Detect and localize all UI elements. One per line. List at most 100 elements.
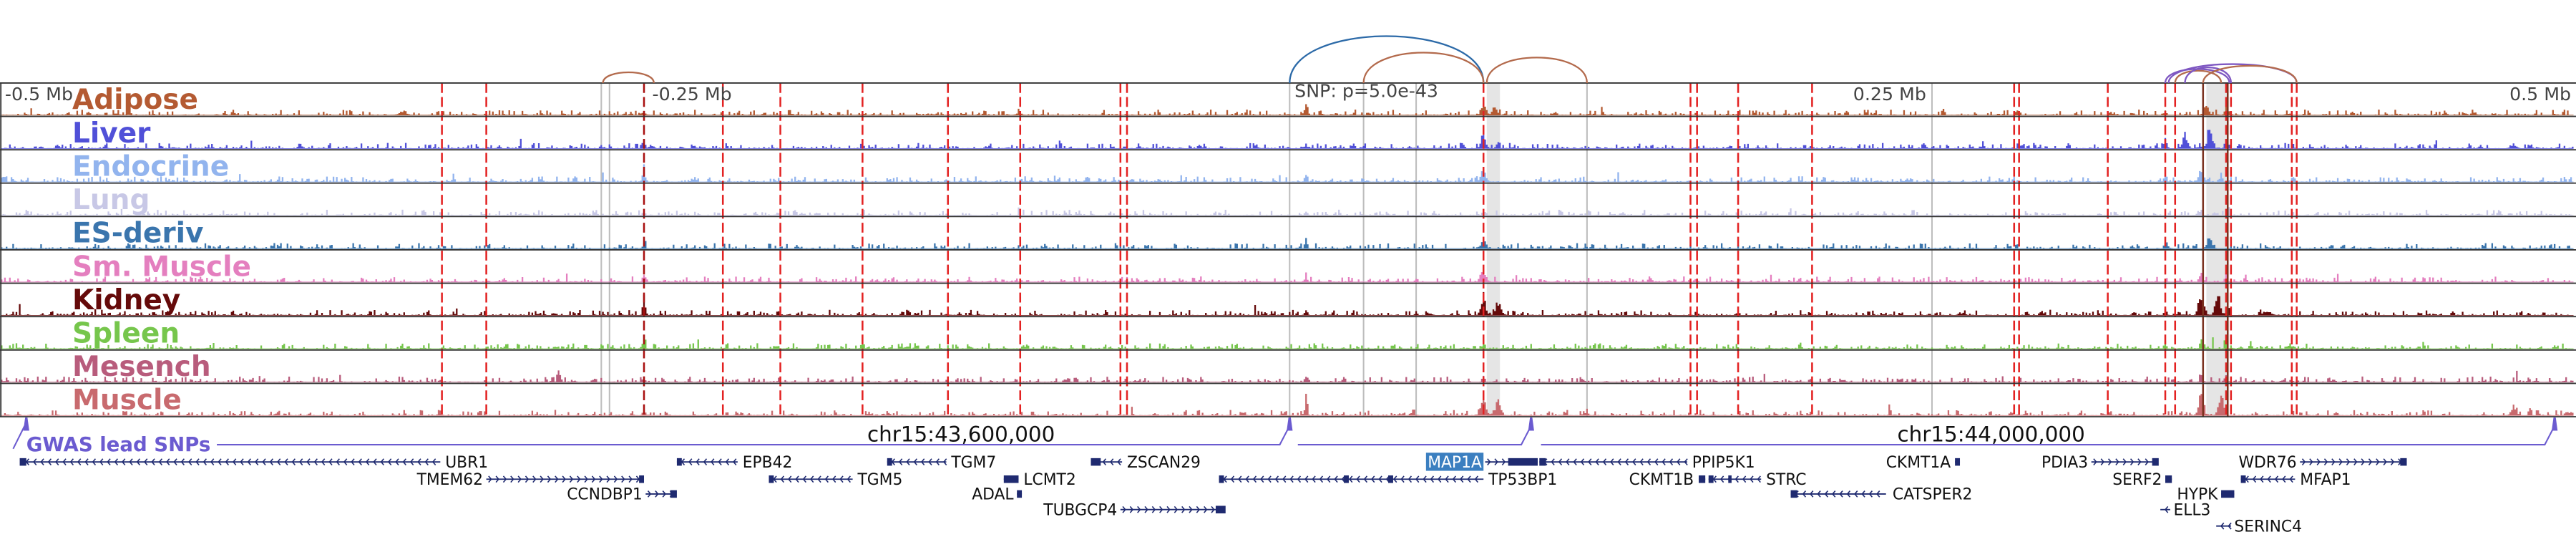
gene-serinc4: SERINC4 [2216,518,2302,536]
gene-tmem62: TMEM62 [416,471,645,489]
signal-sm-muscle [1,268,2574,283]
gene-ckmt1a: CKMT1A [1886,454,1961,472]
coordinate-labels: chr15:43,600,000 chr15:44,000,000 [867,422,2085,446]
interaction-arc [602,71,655,84]
gene-hypk: HYPK [2177,486,2235,504]
exon-box [1508,458,1538,466]
gene-pdia3: PDIA3 [2041,454,2159,472]
gene-label: TMEM62 [416,471,483,489]
track-label-spleen: Spleen [72,317,180,349]
gene-lcmt2: LCMT2 [1003,471,1076,489]
gwas-snp-marker [23,417,29,431]
gene-label: ELL3 [2173,502,2210,520]
gene-label: SERINC4 [2234,518,2302,536]
exon-box [19,458,26,466]
axis-label-snp: SNP: p=5.0e-43 [1294,80,1438,101]
exon-box [639,475,645,483]
gene-label: STRC [1766,471,1806,489]
track-borders [0,82,2576,417]
gene-epb42: EPB42 [676,454,792,472]
exon-box [1790,490,1797,498]
gene-ell3: ELL3 [2160,502,2210,520]
gene-label: ADAL [972,486,1014,504]
gene-ppip5k1: PPIP5K1 [1539,454,1755,472]
gene-ccndbp1: CCNDBP1 [567,486,677,504]
track-label-sm-muscle: Sm. Muscle [72,251,251,283]
strand-arrows [1122,505,1223,513]
exon-box [1017,490,1023,498]
highlighted-gene-box [1425,453,1484,471]
gene-label: UBR1 [445,454,488,472]
exon-box [670,490,677,498]
signal-kidney [1,291,2574,316]
strand-arrows [488,475,640,483]
gene-zscan29: ZSCAN29 [1091,454,1201,472]
signal-muscle [1,394,2574,416]
gene-adal: ADAL [972,486,1023,504]
exon-box [1091,458,1101,466]
exon-box [2221,490,2235,498]
exon-box [1344,475,1349,483]
exon-box [2152,458,2159,466]
gene-label: PPIP5K1 [1692,454,1755,472]
axis-label-right: 0.5 Mb [2509,84,2571,105]
gene-label: CKMT1B [1629,471,1694,489]
signal-adipose [1,100,2574,116]
gene-label: TP53BP1 [1488,471,1557,489]
gene-label: CATSPER2 [1893,486,1973,504]
gene-label: MFAP1 [2300,471,2351,489]
exon-box [1955,458,1961,466]
gwas-connector-line [12,425,2556,450]
axis-label-right-mid: 0.25 Mb [1853,84,1926,105]
exon-box [1388,475,1393,483]
track-label-es-deriv: ES-deriv [72,218,203,250]
gene-label: LCMT2 [1023,471,1075,489]
exon-box [1219,475,1224,483]
exon-box [676,458,682,466]
signal-mesench [1,370,2574,383]
gene-label: WDR76 [2238,454,2296,472]
strand-arrows [2164,505,2169,513]
signal-endocrine [1,164,2574,183]
axis-label-left: -0.5 Mb [5,84,73,105]
interaction-arc [2174,69,2223,84]
coordinate-label-1: chr15:43,600,000 [867,422,1055,446]
strand-arrows [2093,458,2149,466]
strand-arrows [2301,458,2402,466]
gene-map1a: MAP1A [1425,453,1538,472]
track-label-kidney: Kidney [72,284,180,316]
axis-label-left-mid: -0.25 Mb [652,84,731,105]
exon-box [769,475,774,483]
signal-tracks [1,100,2574,416]
gwas-label: GWAS lead SNPs [26,433,211,456]
position-axis: -0.5 Mb -0.25 Mb SNP: p=5.0e-43 0.25 Mb … [5,80,2571,105]
gwas-snp-marker [1287,417,1293,431]
gene-ckmt1b: CKMT1B [1629,471,1706,489]
interaction-arcs [602,35,2298,84]
gwas-snp-marker [2552,417,2558,431]
track-label-adipose: Adipose [72,84,198,116]
exon-box [1708,475,1714,483]
track-label-mesench: Mesench [72,351,211,383]
exon-box [887,458,892,466]
track-label-liver: Liver [72,117,151,150]
gene-tgm5: TGM5 [769,471,902,489]
gene-serf2: SERF2 [2112,471,2172,489]
gwas-lead-snps: GWAS lead SNPs [12,417,2558,456]
strand-arrows [2220,522,2232,530]
gene-label: TGM7 [950,454,996,472]
gene-label: TGM5 [857,471,902,489]
coordinate-label-2: chr15:44,000,000 [1897,422,2084,446]
exon-box [1698,475,1706,483]
track-label-lung: Lung [72,184,150,216]
signal-spleen [1,334,2574,349]
track-label-endocrine: Endocrine [72,150,229,183]
gene-mfap1: MFAP1 [2240,471,2351,489]
gene-tp53bp1: TP53BP1 [1219,471,1557,489]
exon-box [2400,458,2407,466]
strand-arrows [647,490,674,498]
exon-box [2165,475,2172,483]
